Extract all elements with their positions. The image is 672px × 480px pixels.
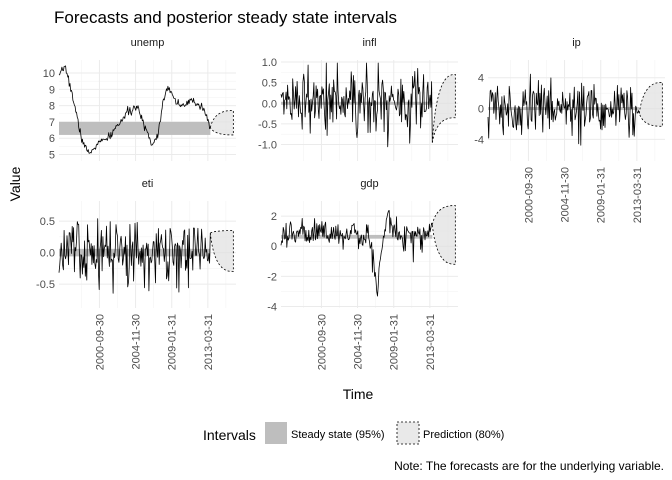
prediction-interval-unemp xyxy=(209,110,234,136)
x-tick-label: 2004-11-30 xyxy=(131,314,143,369)
y-tick-label: -4 xyxy=(267,301,277,313)
y-tick-label: -1.0 xyxy=(258,140,277,152)
series-line-unemp xyxy=(58,65,211,154)
x-tick-label: 2004-11-30 xyxy=(560,167,572,222)
x-tick-label: 2013-03-31 xyxy=(203,314,215,370)
y-tick-label: -2 xyxy=(267,271,277,283)
y-axis-title: Value xyxy=(7,166,23,201)
steady-state-band xyxy=(59,121,211,135)
legend-key-prediction xyxy=(396,421,420,445)
x-tick-label: 2000-09-30 xyxy=(94,314,106,370)
prediction-interval-eti xyxy=(209,230,234,272)
y-tick-label: 0.0 xyxy=(262,98,277,110)
y-tick-label: 1.0 xyxy=(262,57,277,69)
x-tick-label: 2009-01-31 xyxy=(389,314,401,370)
y-tick-label: -4 xyxy=(474,134,484,146)
x-tick-label: 2000-09-30 xyxy=(316,314,328,370)
y-tick-label: 8 xyxy=(49,101,55,113)
x-tick-label: 2009-01-31 xyxy=(167,314,179,370)
steady-state-band xyxy=(488,107,640,111)
x-tick-label: 2013-03-31 xyxy=(632,167,644,223)
prediction-interval-gdp xyxy=(431,205,456,265)
y-tick-label: -0.5 xyxy=(36,279,55,291)
strip-label-unemp: unemp xyxy=(131,37,165,49)
series-line-ip xyxy=(487,73,640,146)
strip-label-infl: infl xyxy=(362,37,376,49)
panel-unemp: unemp 10 9 8 7 6 5 xyxy=(43,37,236,161)
facet-panels: unemp 10 9 8 7 6 5 infl 1.0 0.5 0.0 -0.5 -1.0 ip 4 0 -4 2… xyxy=(36,37,665,370)
panel-ip: ip 4 0 -4 2000-09-30 2004-11-30 2009-01-31 2013… xyxy=(474,37,665,223)
x-axis-title: Time xyxy=(343,386,374,402)
caption: Note: The forecasts are for the underlyi… xyxy=(394,459,664,473)
y-tick-label: 0 xyxy=(271,241,277,253)
strip-label-gdp: gdp xyxy=(360,178,378,190)
y-tick-label: 9 xyxy=(49,84,55,96)
y-tick-label: 0.5 xyxy=(40,216,55,228)
prediction-interval-infl xyxy=(431,74,456,143)
legend: Intervals Steady state (95%) Prediction … xyxy=(203,421,504,445)
series-line-infl xyxy=(280,62,433,148)
panel-infl: infl 1.0 0.5 0.0 -0.5 -1.0 xyxy=(258,37,458,161)
x-tick-label: 2000-09-30 xyxy=(523,167,535,223)
steady-state-band xyxy=(281,101,433,105)
series-line-gdp xyxy=(280,210,433,297)
panel-eti: eti 0.5 0.0 -0.5 2000-09-30 2004-11-30 2009-01… xyxy=(36,178,236,370)
strip-label-eti: eti xyxy=(142,178,154,190)
y-tick-label: -0.5 xyxy=(258,119,277,131)
y-tick-label: 7 xyxy=(49,117,55,129)
legend-label-steady-state: Steady state (95%) xyxy=(291,429,385,441)
y-tick-label: 0.5 xyxy=(262,78,277,90)
legend-label-prediction: Prediction (80%) xyxy=(423,429,504,441)
y-tick-label: 0.0 xyxy=(40,248,55,260)
y-tick-label: 5 xyxy=(49,149,55,161)
strip-label-ip: ip xyxy=(572,37,581,49)
series-line-eti xyxy=(58,218,211,294)
y-tick-label: 6 xyxy=(49,133,55,145)
legend-title: Intervals xyxy=(203,427,256,443)
steady-state-band xyxy=(281,234,433,239)
x-tick-label: 2009-01-31 xyxy=(596,167,608,223)
x-tick-label: 2013-03-31 xyxy=(425,314,437,370)
legend-key-steady-state xyxy=(265,422,287,444)
y-tick-label: 4 xyxy=(478,73,484,85)
prediction-interval-ip xyxy=(638,81,663,127)
y-tick-label: 2 xyxy=(271,211,277,223)
chart-title: Forecasts and posterior steady state int… xyxy=(54,8,397,27)
y-tick-label: 10 xyxy=(43,68,55,80)
y-tick-label: 0 xyxy=(478,104,484,116)
x-tick-label: 2004-11-30 xyxy=(353,314,365,369)
panel-gdp: gdp 2 0 -2 -4 2000-09-30 2004-11-30 2009-01-31 2… xyxy=(267,178,458,370)
